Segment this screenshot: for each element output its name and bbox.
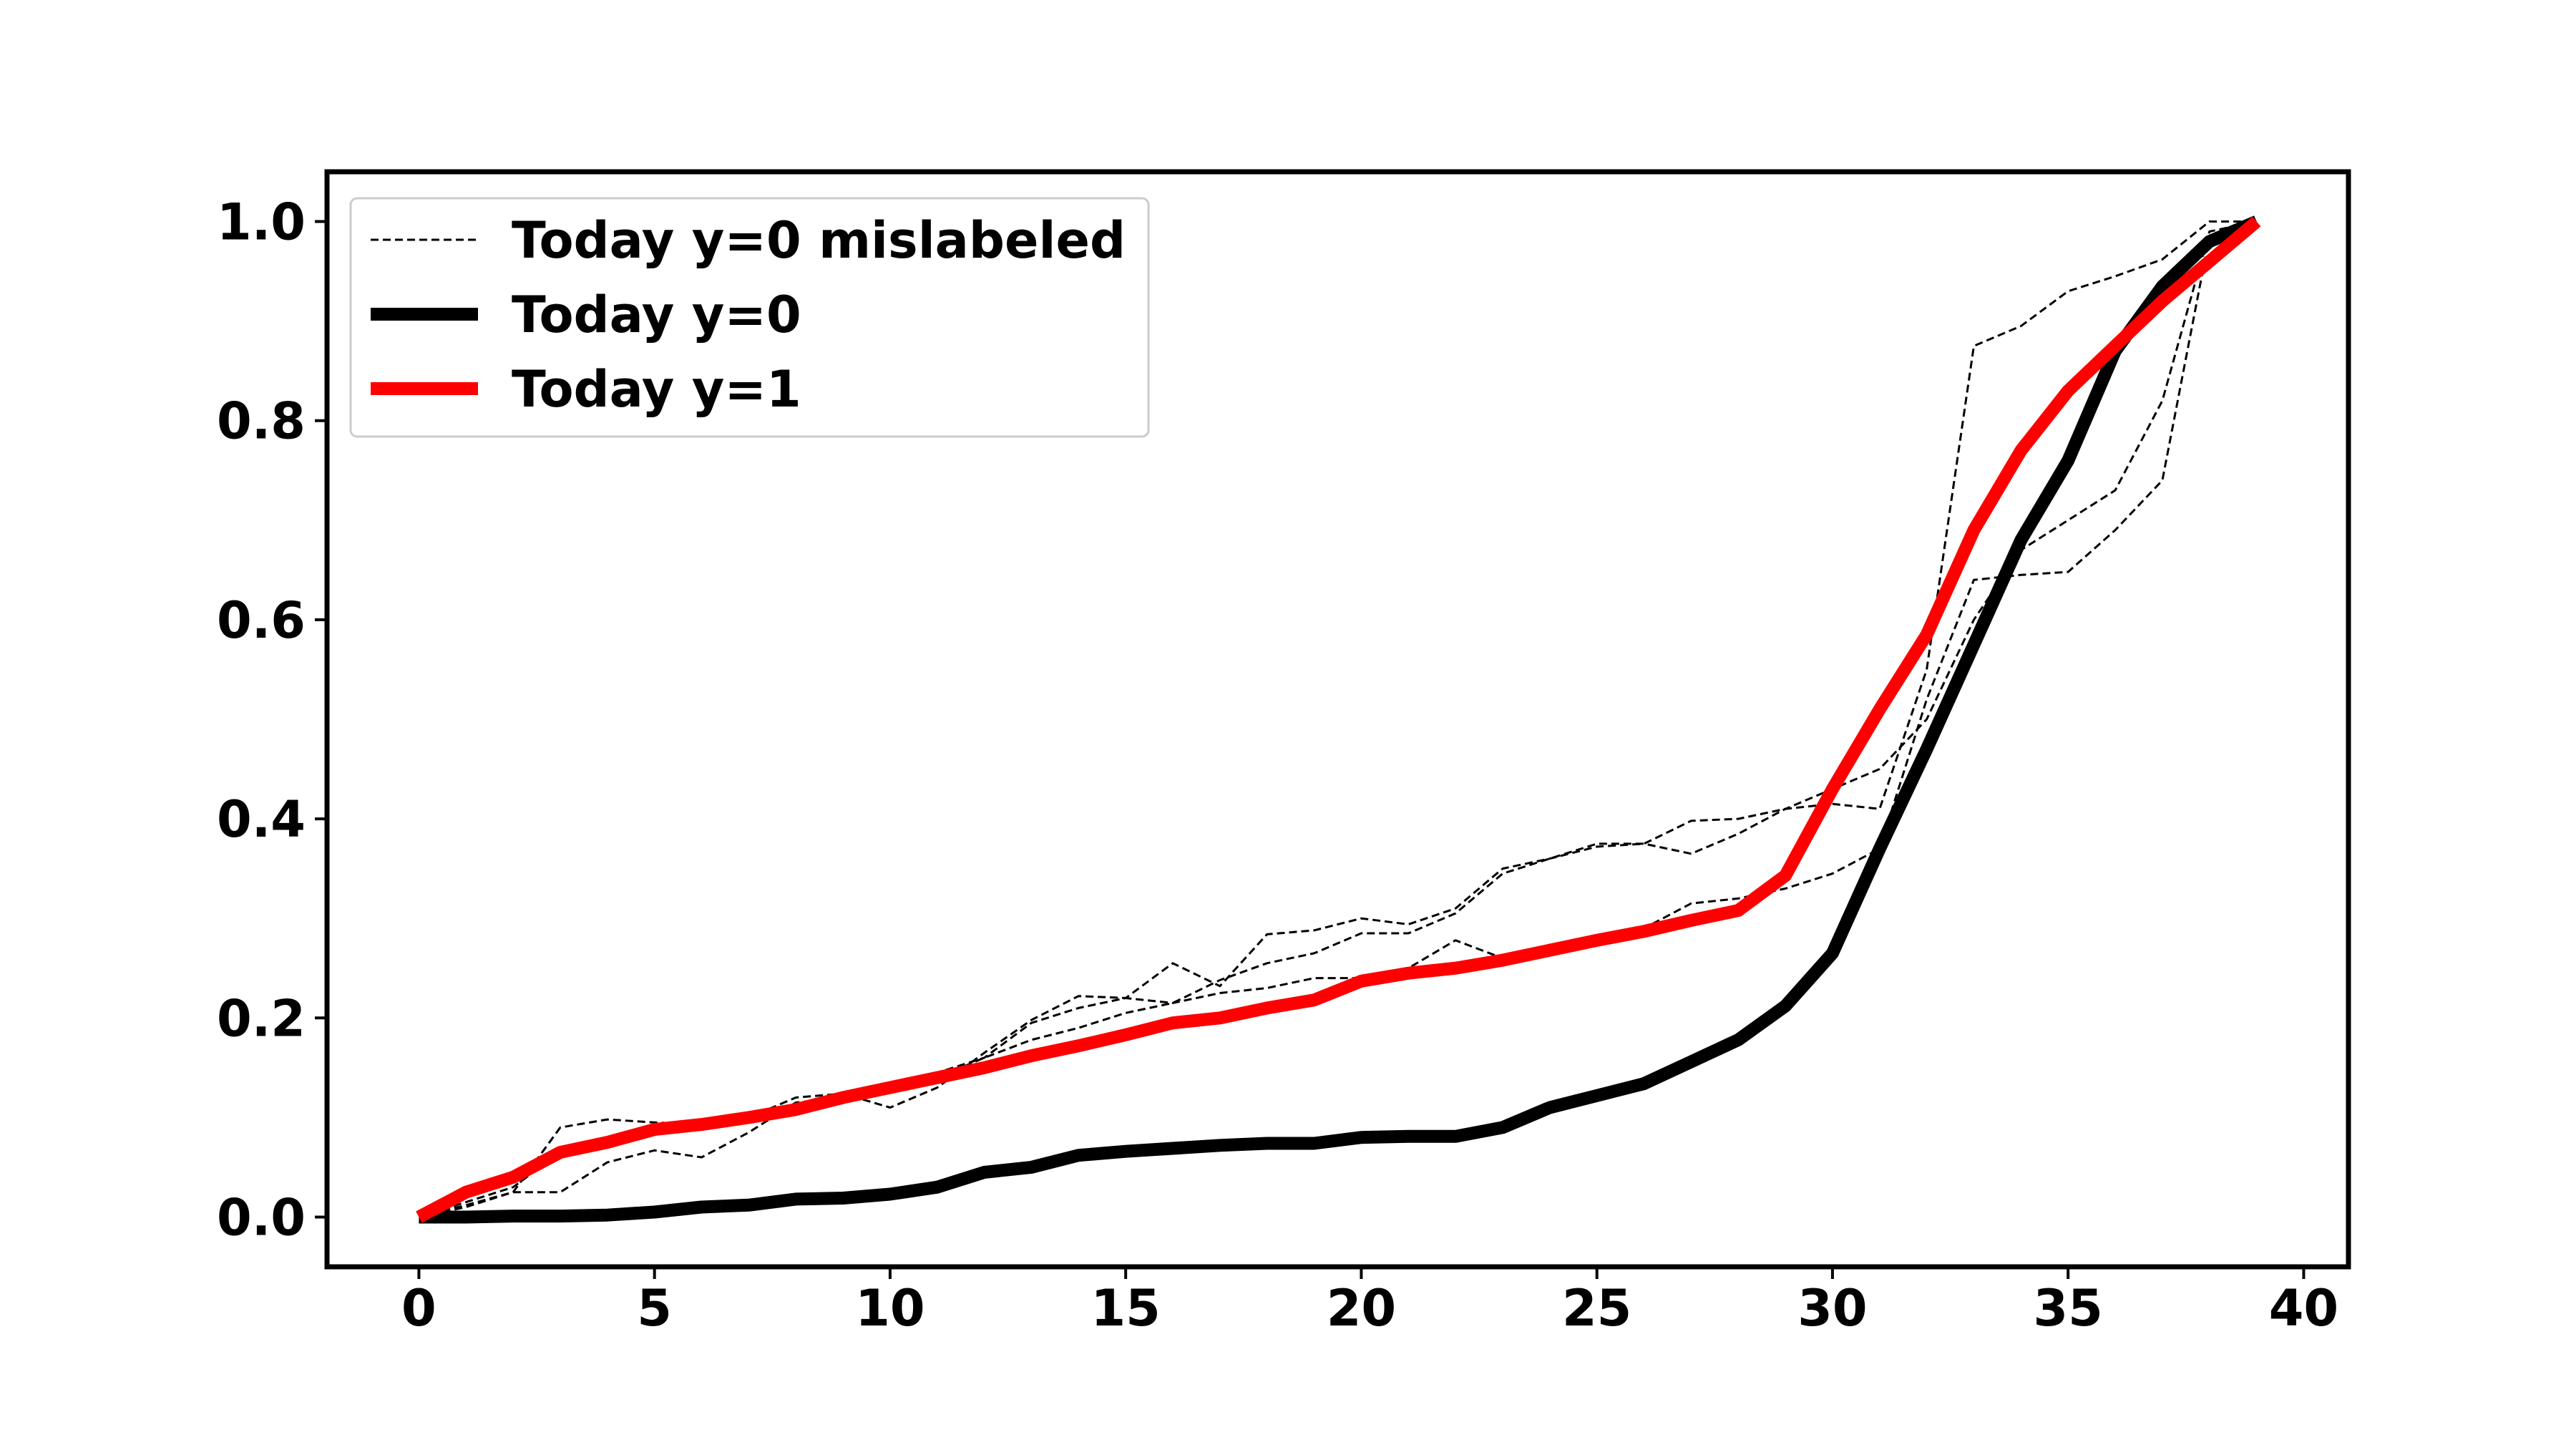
x-tick-label: 35 xyxy=(2033,1279,2102,1338)
x-tick-label: 40 xyxy=(2269,1279,2338,1338)
y-tick-label: 0.0 xyxy=(217,1188,306,1247)
x-tick-label: 25 xyxy=(1562,1279,1631,1338)
axis-ticks: 0 5 10 15 20 25 30 35 40 0.0 0.2 0.4 0.6 0.8 1.0 xyxy=(217,193,2338,1338)
y-tick-label: 0.2 xyxy=(217,989,306,1048)
y-tick-label: 0.8 xyxy=(217,392,306,451)
plot-lines xyxy=(416,215,2261,1224)
x-tick-label: 10 xyxy=(855,1279,924,1338)
x-tick-label: 0 xyxy=(401,1279,436,1338)
legend-label: Today y=1 xyxy=(512,360,801,419)
series-line-today-y-1 xyxy=(416,216,2261,1223)
x-tick-label: 5 xyxy=(637,1279,672,1338)
legend-box xyxy=(349,197,1150,438)
y-tick-label: 1.0 xyxy=(217,193,306,252)
legend: Today y=0 mislabeled Today y=0 Today y=1 xyxy=(349,197,1150,438)
series-line-mislabeled xyxy=(418,220,2257,1218)
x-tick-label: 20 xyxy=(1327,1279,1396,1338)
series-line-mislabeled xyxy=(419,220,2258,1218)
series-line-today-y-0 xyxy=(419,215,2260,1224)
y-tick-label: 0.4 xyxy=(217,790,306,849)
legend-label: Today y=0 mislabeled xyxy=(512,211,1126,270)
y-tick-label: 0.6 xyxy=(217,591,306,650)
x-tick-label: 15 xyxy=(1091,1279,1160,1338)
plot-frame xyxy=(324,169,2351,1270)
legend-label: Today y=0 xyxy=(512,286,801,344)
x-tick-label: 30 xyxy=(1797,1279,1867,1338)
